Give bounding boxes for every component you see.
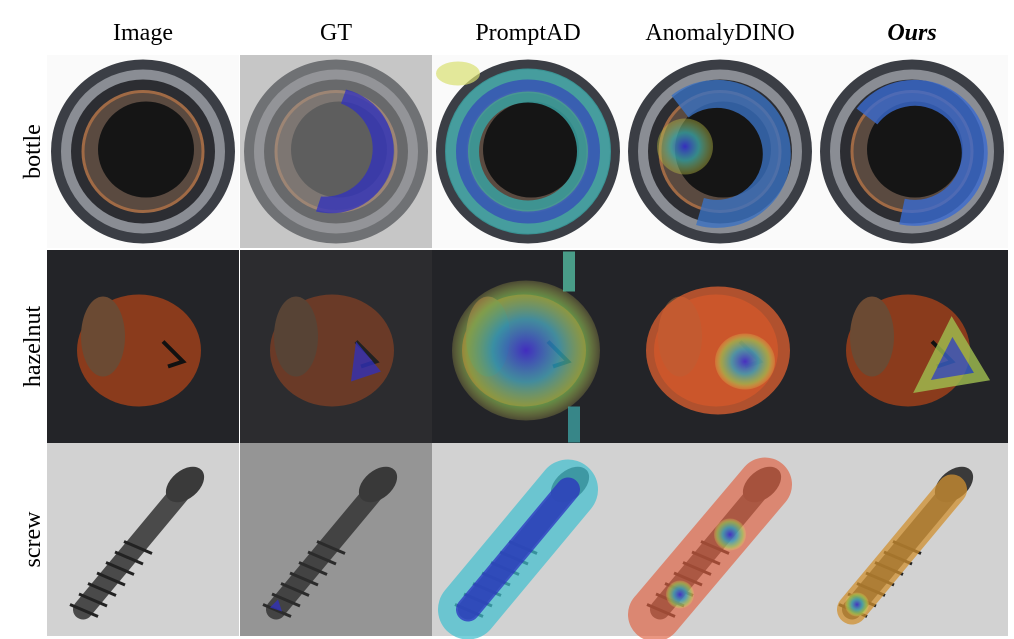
hazelnut-cap <box>81 296 125 377</box>
heatmap <box>666 580 694 609</box>
heatmap <box>568 406 580 443</box>
heatmap <box>657 118 713 175</box>
screw-thread <box>316 540 346 555</box>
image-cell <box>816 443 1008 636</box>
gt-dim <box>240 250 432 443</box>
image-cell <box>432 250 624 443</box>
screw-thread <box>105 561 135 576</box>
heatmap <box>856 79 988 226</box>
bottle-hole <box>867 101 963 198</box>
screw-thread <box>262 603 292 618</box>
screw-thread <box>78 592 108 608</box>
image-cell <box>432 55 624 248</box>
heatmap <box>714 518 746 551</box>
row-label: hazelnut <box>20 306 46 388</box>
bottle-hole <box>483 101 579 198</box>
heatmap <box>913 316 991 394</box>
heatmap <box>715 333 775 390</box>
image-cell <box>816 55 1008 248</box>
heatmap <box>436 61 480 86</box>
column-header: Ours <box>887 20 936 46</box>
screw-thread <box>114 550 144 566</box>
heatmap <box>452 280 600 421</box>
screw-thread <box>96 571 126 587</box>
image-cell <box>47 55 239 248</box>
screw-thread <box>298 561 328 576</box>
image-cell <box>816 250 1008 443</box>
column-header: GT <box>320 20 352 46</box>
column-header: Image <box>113 20 173 46</box>
row-label: screw <box>20 511 46 568</box>
image-cell <box>240 250 432 443</box>
image-cell <box>624 55 816 248</box>
gt-dim <box>240 443 432 636</box>
gt-mask <box>316 89 394 214</box>
heatmap <box>563 251 575 292</box>
heatmap <box>456 79 600 224</box>
screw-thread <box>289 571 319 587</box>
row-label: bottle <box>20 124 46 179</box>
column-header: AnomalyDINO <box>645 20 794 46</box>
screw-thread <box>87 582 117 597</box>
heatmap <box>845 592 869 617</box>
hazelnut-crack <box>161 340 187 369</box>
hazelnut-cap <box>274 296 318 377</box>
screw-thread <box>307 550 337 566</box>
screw-thread <box>280 582 310 597</box>
heatmap <box>837 474 967 625</box>
column-header: PromptAD <box>475 20 580 46</box>
image-cell <box>47 250 239 443</box>
image-cell <box>624 443 816 639</box>
image-cell <box>624 250 816 443</box>
gt-mask <box>351 341 381 382</box>
image-cell <box>432 443 624 639</box>
heatmap <box>671 79 791 228</box>
image-cell <box>240 443 432 636</box>
hazelnut-cap <box>850 296 894 377</box>
screw-head <box>165 466 205 503</box>
gt-dim <box>240 55 432 248</box>
gt-mask <box>270 599 282 612</box>
screw-thread <box>123 540 153 555</box>
screw-thread <box>271 592 301 608</box>
image-cell <box>47 443 239 636</box>
bottle-hole <box>98 101 194 198</box>
heatmap <box>456 477 580 622</box>
screw-head <box>358 466 398 503</box>
image-cell <box>240 55 432 248</box>
screw-thread <box>69 603 99 618</box>
